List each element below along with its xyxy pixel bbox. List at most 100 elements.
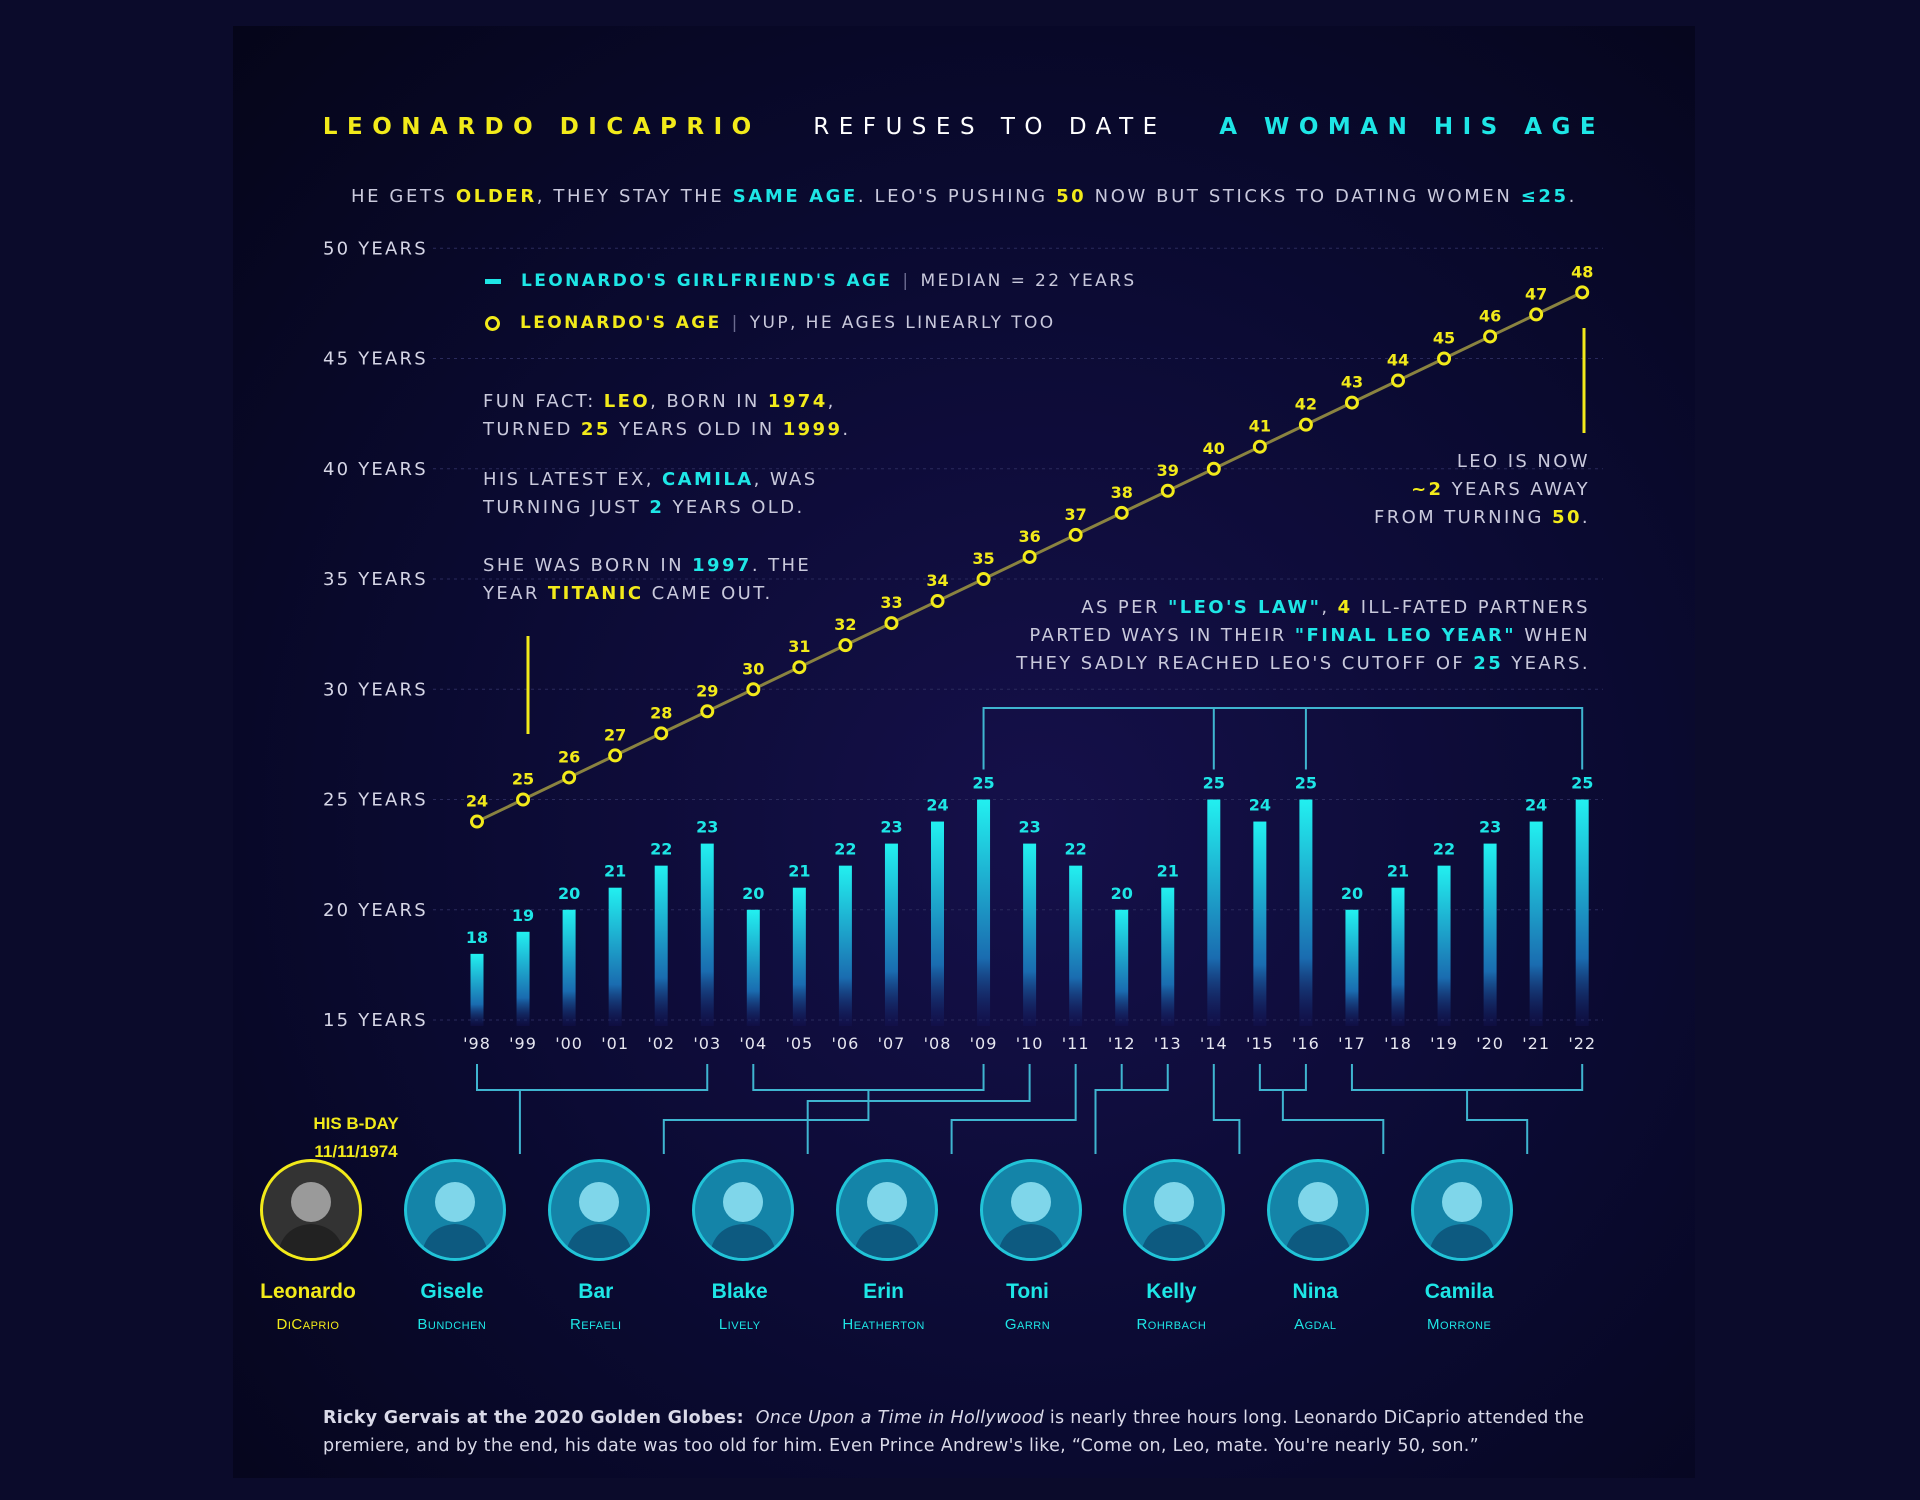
x-tick-label: '02	[647, 1034, 675, 1053]
leo-age-point	[1437, 351, 1452, 366]
bar-girlfriend-age	[562, 909, 576, 1026]
bar-girlfriend-age	[838, 865, 852, 1026]
x-tick-label: '21	[1522, 1034, 1550, 1053]
person-silhouette-icon	[277, 1182, 345, 1258]
year-to-person-connector	[1094, 1064, 1169, 1154]
bar-girlfriend-age	[700, 843, 714, 1026]
bar-value-label: 25	[1571, 774, 1593, 793]
leo-age-label: 41	[1249, 417, 1271, 436]
x-tick-label: '99	[509, 1034, 537, 1053]
leo-age-point	[976, 572, 991, 586]
leo-age-point	[792, 660, 807, 675]
bar-girlfriend-age	[1069, 865, 1083, 1026]
title-middle: REFUSES TO DATE	[813, 114, 1167, 140]
leo-age-point	[1068, 527, 1083, 542]
bar-value-label: 18	[466, 928, 488, 947]
bar-girlfriend-age	[470, 953, 484, 1026]
person-silhouette-icon	[1284, 1182, 1353, 1258]
bar-value-label: 20	[1341, 884, 1363, 903]
bar-girlfriend-age	[1437, 865, 1451, 1026]
bar-swatch-icon	[485, 278, 501, 284]
avatar	[547, 1159, 650, 1261]
leo-age-point	[1483, 329, 1498, 344]
y-tick-label: 20 YEARS	[323, 900, 428, 921]
x-tick-label: '05	[785, 1034, 813, 1053]
leo-age-label: 28	[650, 703, 672, 722]
leo-age-point	[1160, 483, 1175, 498]
bar-girlfriend-age	[654, 865, 668, 1026]
person-last-name: Rohrbach	[1136, 1316, 1207, 1333]
person-last-name: Bundchen	[417, 1316, 487, 1333]
person-silhouette-icon	[996, 1182, 1065, 1258]
leo-age-label: 40	[1203, 439, 1225, 458]
person-last-name: Garrn	[1004, 1316, 1051, 1333]
leo-age-point	[470, 814, 484, 829]
y-tick-label: 35 YEARS	[323, 569, 428, 590]
leo-age-point	[1114, 505, 1129, 520]
person-first-name: Camila	[1424, 1280, 1494, 1303]
leo-age-point	[1344, 395, 1359, 410]
bar-value-label: 23	[880, 818, 902, 837]
x-tick-label: '15	[1246, 1034, 1274, 1053]
bar-girlfriend-age	[1345, 909, 1359, 1026]
year-to-person-connector	[1258, 1064, 1385, 1154]
leo-age-point	[1391, 373, 1405, 388]
page-subtitle: HE GETS OLDER, THEY STAY THE SAME AGE. L…	[351, 186, 1577, 207]
year-to-person-connector	[806, 1064, 1031, 1154]
person-first-name: Leonardo	[260, 1280, 356, 1303]
bar-value-label: 19	[512, 906, 534, 925]
leo-age-label: 39	[1157, 461, 1179, 480]
bar-girlfriend-age	[1253, 821, 1267, 1026]
bar-girlfriend-age	[1207, 799, 1221, 1026]
leo-age-label: 48	[1571, 262, 1593, 281]
person-silhouette-icon	[1428, 1182, 1497, 1258]
bar-value-label: 23	[696, 818, 718, 837]
person-first-name: Toni	[1006, 1280, 1049, 1303]
year-to-person-connector	[1212, 1064, 1241, 1154]
leo-age-point	[516, 792, 531, 807]
avatar	[835, 1159, 938, 1261]
x-tick-label: '12	[1108, 1034, 1136, 1053]
person-first-name: Kelly	[1146, 1280, 1197, 1303]
bar-girlfriend-age	[1115, 909, 1129, 1026]
avatar	[979, 1159, 1082, 1261]
leo-age-label: 34	[926, 571, 948, 590]
infographic-card: LEONARDO DICAPRIO REFUSES TO DATE A WOMA…	[233, 26, 1695, 1478]
leo-age-label: 45	[1433, 329, 1455, 348]
bar-girlfriend-age	[1023, 843, 1037, 1026]
year-to-person-connector	[1350, 1064, 1584, 1154]
bar-value-label: 22	[650, 840, 672, 859]
note-leos-law: AS PER "LEO'S LAW", 4 ILL-FATED PARTNERS…	[1016, 597, 1590, 674]
person-silhouette-icon	[420, 1182, 489, 1258]
bar-girlfriend-age	[516, 931, 530, 1026]
bar-girlfriend-age	[1529, 821, 1543, 1026]
x-tick-label: '04	[739, 1034, 767, 1053]
title-name: LEONARDO DICAPRIO	[322, 114, 761, 140]
note-born: SHE WAS BORN IN 1997. THE YEAR TITANIC C…	[483, 555, 812, 604]
leo-age-label: 30	[742, 659, 764, 678]
year-to-person-connector	[950, 1064, 1077, 1154]
leo-age-point	[1575, 285, 1590, 300]
quote: Ricky Gervais at the 2020 Golden Globes:…	[323, 1408, 1585, 1456]
leo-age-label: 36	[1018, 527, 1040, 546]
bar-girlfriend-age	[746, 909, 760, 1026]
leo-age-label: 25	[512, 770, 534, 789]
bar-value-label: 24	[1525, 796, 1547, 815]
dot-swatch-icon	[485, 315, 500, 331]
bar-girlfriend-age	[884, 843, 898, 1026]
x-tick-label: '14	[1200, 1034, 1228, 1053]
y-tick-label: 15 YEARS	[323, 1010, 428, 1031]
avatar	[1411, 1159, 1514, 1261]
leo-age-point	[838, 638, 853, 653]
y-tick-label: 45 YEARS	[323, 349, 428, 370]
chart-area: 18 19 20 21 22 23 20 21 22 23 24 25 23 22 20 21 25 24 25 20…	[323, 238, 1603, 1154]
x-tick-label: '06	[832, 1034, 860, 1053]
leo-age-label: 43	[1341, 373, 1363, 392]
person-first-name: Blake	[711, 1280, 768, 1303]
leo-age-label: 46	[1479, 306, 1501, 325]
bar-value-label: 23	[1479, 818, 1501, 837]
bar-girlfriend-age	[792, 887, 806, 1026]
leo-age-label: 47	[1525, 284, 1547, 303]
bar-girlfriend-age	[1575, 799, 1589, 1026]
x-tick-label: '19	[1430, 1034, 1458, 1053]
